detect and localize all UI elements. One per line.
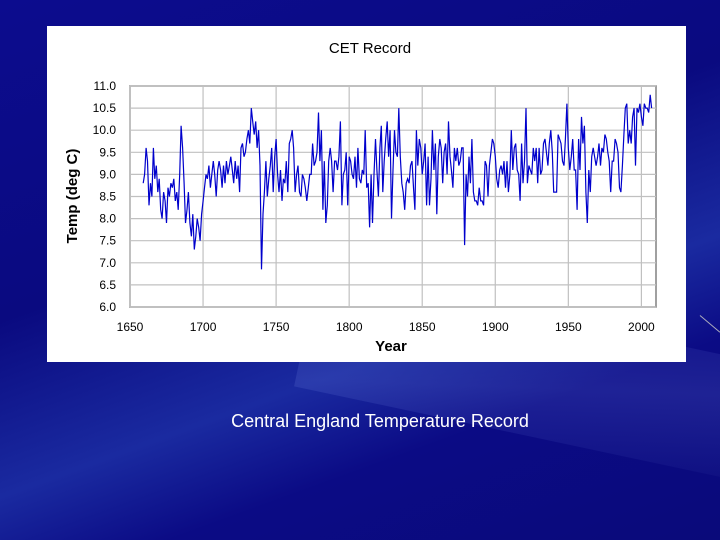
decorative-line xyxy=(699,315,720,333)
x-tick-label: 1750 xyxy=(263,320,290,334)
x-tick-label: 1700 xyxy=(190,320,217,334)
y-tick-label: 8.0 xyxy=(99,212,116,226)
y-tick-label: 6.0 xyxy=(99,300,116,314)
y-tick-label: 10.5 xyxy=(93,101,117,115)
y-tick-label: 9.5 xyxy=(99,145,116,159)
chart: CET Record Year Temp (deg C) 6.0 6.5 7.0 7.… xyxy=(47,26,686,362)
x-tick-label: 1950 xyxy=(555,320,582,334)
series-line xyxy=(142,94,653,270)
x-tick-label: 1800 xyxy=(336,320,363,334)
chart-title: CET Record xyxy=(329,40,411,57)
y-tick-label: 6.5 xyxy=(99,278,116,292)
y-tick-label: 8.5 xyxy=(99,190,116,204)
chart-svg: CET Record Year Temp (deg C) 6.0 6.5 7.0 7.… xyxy=(64,40,657,355)
y-tick-label: 10.0 xyxy=(93,123,117,137)
y-tick-label: 11.0 xyxy=(94,79,117,93)
x-axis-label: Year xyxy=(375,338,407,355)
x-tick-label: 1850 xyxy=(409,320,436,334)
x-tick-label: 1650 xyxy=(117,320,144,334)
y-tick-label: 7.0 xyxy=(99,256,116,270)
y-axis-label: Temp (deg C) xyxy=(64,149,81,244)
y-tick-label: 9.0 xyxy=(99,167,116,181)
x-tick-label: 2000 xyxy=(628,320,655,334)
slide-caption: Central England Temperature Record xyxy=(231,411,529,431)
x-tick-label: 1900 xyxy=(482,320,509,334)
y-tick-label: 7.5 xyxy=(99,234,116,248)
